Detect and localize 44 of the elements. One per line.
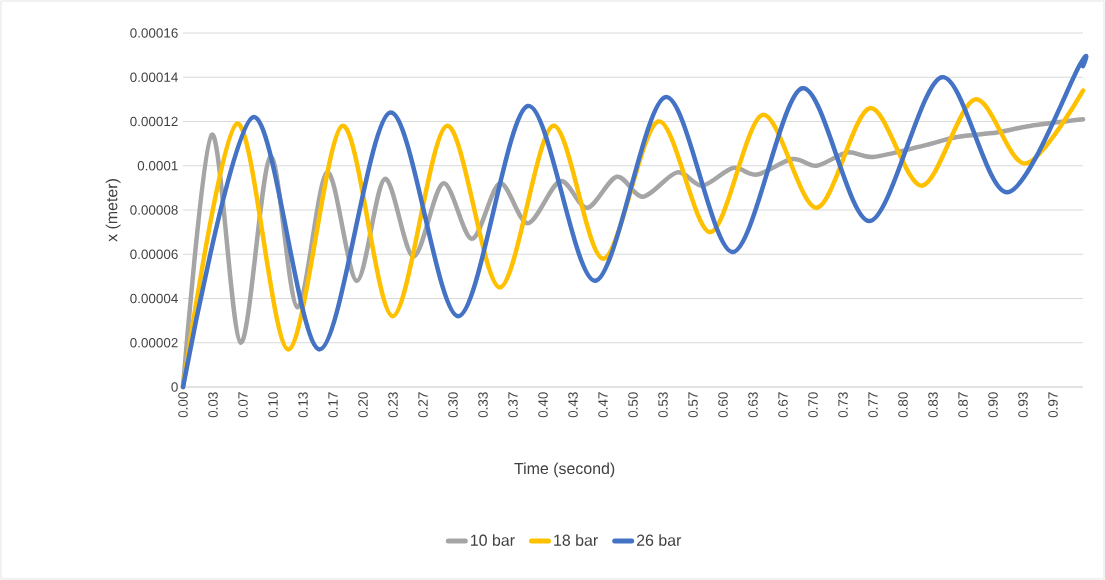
x-tick-label: 0.93 <box>1018 392 1028 418</box>
x-tick-label: 0.13 <box>298 392 308 418</box>
x-tick-label: 0.77 <box>868 392 878 418</box>
x-tick-label: 0.17 <box>328 392 338 418</box>
x-tick-label: 0.50 <box>628 392 638 418</box>
x-axis-title: Time (second) <box>514 462 615 478</box>
y-axis-title: x (meter) <box>105 179 121 242</box>
y-tick-label: 0.00006 <box>130 249 178 259</box>
x-tick-label: 0.20 <box>358 392 368 418</box>
x-tick-label: 0.47 <box>598 392 608 418</box>
y-tick-label: 0.0001 <box>137 160 178 171</box>
x-tick-label: 0.37 <box>508 392 518 418</box>
y-tick-label: 0.00008 <box>130 205 178 215</box>
x-tick-label: 0.67 <box>778 392 788 418</box>
x-tick-label: 0.87 <box>958 392 968 418</box>
y-tick-label: 0.00016 <box>130 28 178 38</box>
x-tick-label: 0.63 <box>748 392 758 418</box>
x-tick-label: 0.97 <box>1048 392 1058 418</box>
x-tick-label: 0.40 <box>538 392 548 418</box>
x-tick-label: 0.10 <box>268 392 278 418</box>
y-tick-label: 0 <box>171 382 178 392</box>
x-tick-label: 0.70 <box>808 392 818 418</box>
x-tick-label: 0.53 <box>658 392 668 418</box>
legend-label: 26 bar <box>637 534 682 546</box>
x-tick-label: 0.00 <box>178 392 188 418</box>
x-tick-label: 0.60 <box>718 392 728 418</box>
x-tick-label: 0.80 <box>898 392 908 418</box>
x-tick-label: 0.27 <box>418 392 428 418</box>
y-tick-label: 0.00014 <box>130 72 178 82</box>
legend-label: 18 bar <box>554 534 598 546</box>
x-tick-label: 0.57 <box>688 392 698 418</box>
x-tick-label: 0.90 <box>988 392 998 418</box>
x-tick-label: 0.73 <box>838 392 848 418</box>
y-tick-label: 0.00004 <box>130 293 178 304</box>
y-tick-label: 0.00012 <box>130 116 178 127</box>
x-tick-label: 0.30 <box>448 392 458 418</box>
x-tick-label: 0.33 <box>478 392 488 418</box>
x-tick-label: 0.07 <box>238 392 248 418</box>
x-tick-label: 0.83 <box>928 392 938 418</box>
legend-label: 10 bar <box>471 534 515 546</box>
x-tick-label: 0.43 <box>568 392 578 418</box>
x-tick-label: 0.03 <box>208 392 218 418</box>
x-tick-label: 0.23 <box>388 392 398 418</box>
y-tick-label: 0.00002 <box>130 337 178 348</box>
